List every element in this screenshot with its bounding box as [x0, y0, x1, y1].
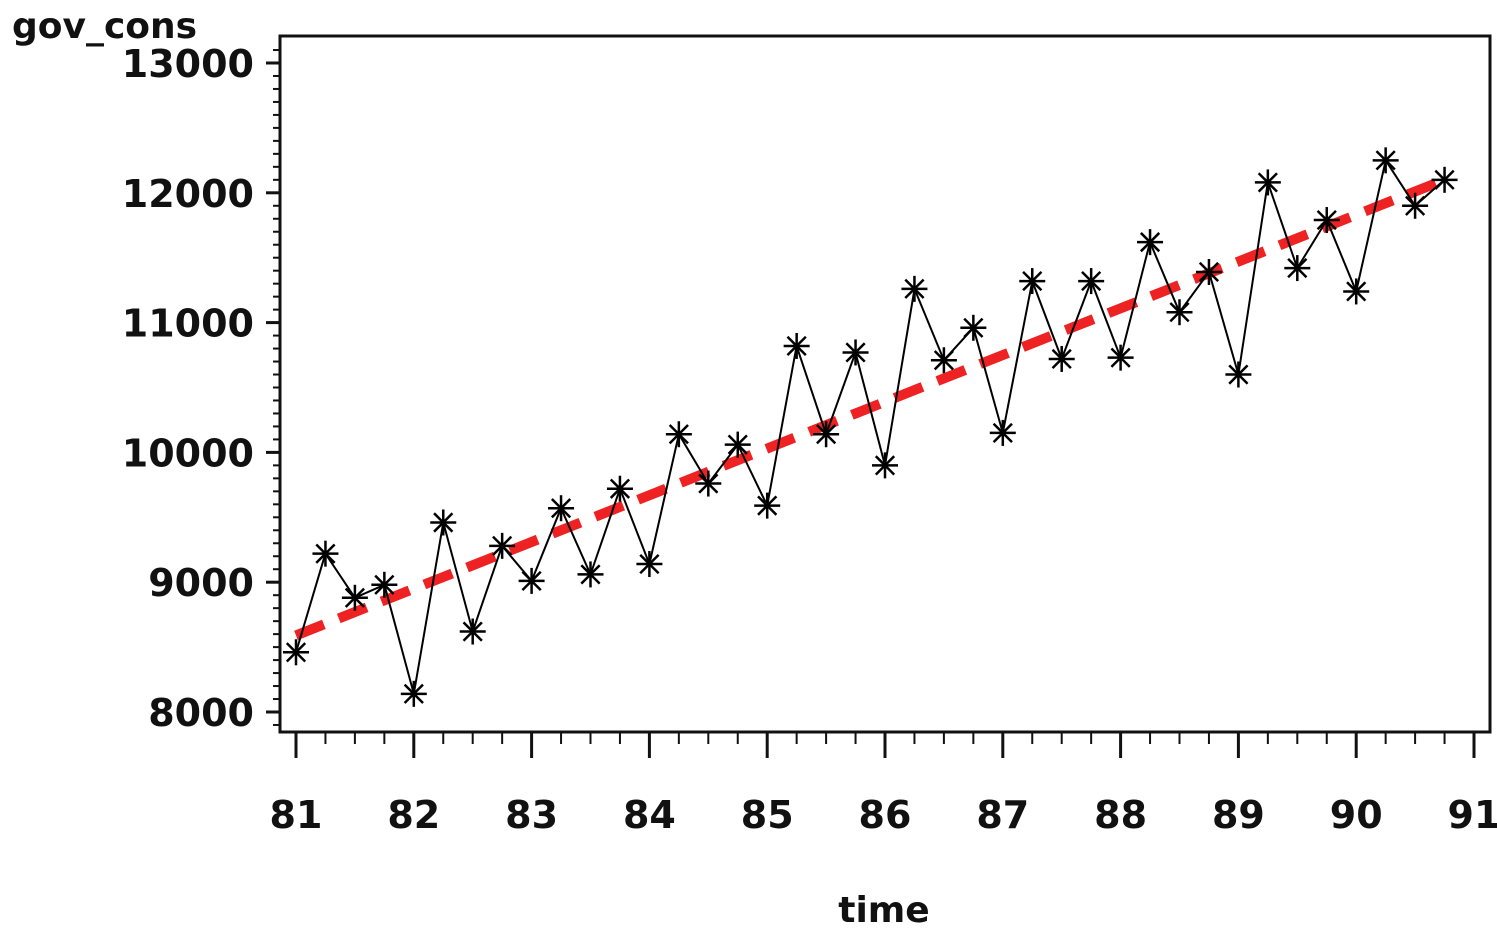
data-point-marker — [1078, 268, 1105, 295]
data-point-marker — [813, 421, 840, 448]
plot-frame — [278, 34, 1492, 734]
data-point-marker — [1313, 207, 1340, 234]
y-tick-label: 8000 — [148, 691, 254, 735]
data-point-marker — [754, 492, 781, 519]
data-point-marker — [665, 421, 692, 448]
data-point-marker — [960, 314, 987, 341]
y-axis-ticks: 8000 9000 10000 11000 12000 13000 — [122, 42, 280, 735]
data-point-marker — [371, 571, 398, 598]
y-tick-label: 11000 — [122, 302, 254, 346]
data-point-marker — [636, 551, 663, 578]
x-tick-label: 87 — [976, 793, 1029, 837]
data-point-marker — [400, 680, 427, 707]
data-point-marker — [842, 339, 869, 366]
data-point-marker — [695, 470, 722, 497]
data-point-marker — [1372, 147, 1399, 174]
x-tick-label: 86 — [859, 793, 912, 837]
data-point-marker — [1225, 361, 1252, 388]
data-point-marker — [518, 567, 545, 594]
data-point-marker — [430, 509, 457, 536]
data-point-marker — [1048, 345, 1075, 372]
x-axis-title: time — [838, 890, 929, 929]
data-point-marker — [312, 540, 339, 567]
data-point-marker — [1107, 344, 1134, 371]
data-point-marker — [1343, 278, 1370, 305]
data-point-marker — [989, 419, 1016, 446]
x-tick-label: 81 — [270, 793, 323, 837]
data-point-marker — [783, 332, 810, 359]
data-point-marker — [606, 475, 633, 502]
x-tick-label: 91 — [1448, 793, 1497, 837]
data-point-marker — [901, 275, 928, 302]
x-tick-label: 90 — [1330, 793, 1383, 837]
data-point-marker — [1166, 299, 1193, 326]
y-tick-label: 10000 — [122, 431, 254, 475]
data-point-marker — [489, 532, 516, 559]
data-point-marker — [548, 495, 575, 522]
y-tick-label: 13000 — [122, 42, 254, 86]
data-point-marker — [1431, 166, 1458, 193]
data-point-marker — [1284, 255, 1311, 282]
x-tick-label: 84 — [623, 793, 676, 837]
data-point-marker — [724, 431, 751, 458]
data-point-marker — [459, 618, 486, 645]
x-tick-label: 83 — [505, 793, 558, 837]
data-line — [295, 157, 1446, 695]
y-tick-label: 9000 — [148, 561, 254, 605]
y-axis-title: gov_cons — [12, 6, 197, 47]
data-point-marker — [872, 452, 898, 479]
y-tick-label: 12000 — [122, 172, 254, 216]
data-point-marker — [341, 584, 368, 611]
x-tick-label: 82 — [387, 793, 440, 837]
x-axis-ticks: 81 82 83 84 85 86 87 88 89 90 91 — [270, 732, 1497, 837]
data-point-marker — [283, 639, 309, 666]
data-point-marker — [930, 347, 957, 374]
data-point-marker — [1402, 192, 1429, 219]
x-tick-label: 89 — [1212, 793, 1265, 837]
series-layer — [283, 147, 1458, 707]
data-point-marker — [1254, 169, 1281, 196]
data-point-marker — [1019, 268, 1046, 295]
data-point-marker — [577, 561, 604, 588]
data-point-marker — [1195, 258, 1222, 285]
data-point-marker — [1137, 229, 1164, 256]
x-tick-label: 85 — [741, 793, 794, 837]
x-tick-label: 88 — [1094, 793, 1147, 837]
